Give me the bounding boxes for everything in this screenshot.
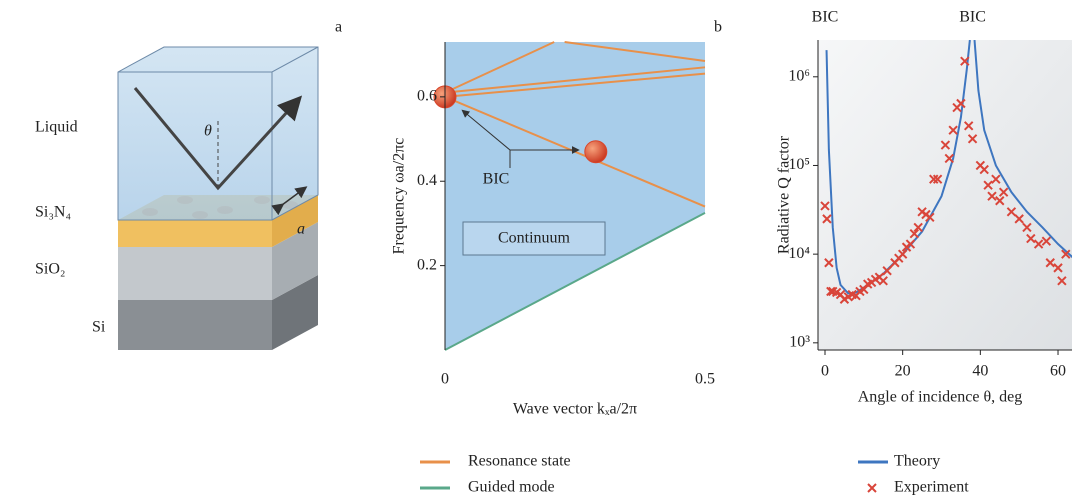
plot-area: [434, 42, 705, 350]
si-layer: [118, 300, 272, 350]
annotation: Continuum: [498, 230, 571, 247]
y-tick-label: 0.4: [417, 172, 437, 189]
x-tick-label: 0: [821, 363, 829, 380]
angle-label: θ: [204, 123, 212, 140]
y-tick-label: 10³: [789, 333, 810, 350]
panel-label: a: [335, 19, 342, 36]
liquid-volume: [118, 47, 318, 220]
bic-point: [585, 141, 607, 163]
sample-diagram: [118, 47, 318, 350]
panel-label: b: [714, 19, 722, 36]
period-label: a: [297, 221, 305, 238]
x-axis-label: Wave vector kₓa/2π: [513, 401, 637, 418]
legend-label: Experiment: [894, 479, 969, 496]
legend-label: Theory: [894, 453, 940, 470]
y-tick-label: 0.6: [417, 88, 437, 105]
sio2-layer: [118, 247, 272, 300]
y-tick-label: 10⁶: [788, 67, 810, 84]
x-axis-label: Angle of incidence θ, deg: [858, 389, 1023, 406]
y-axis-label: Frequency ωa/2πc: [391, 138, 408, 255]
y-axis-label: Radiative Q factor: [776, 135, 793, 254]
annotation: BIC: [959, 9, 986, 26]
legend-label: Guided mode: [468, 479, 555, 496]
x-tick-label: 40: [972, 363, 988, 380]
legend-marker: [868, 484, 876, 492]
x-tick-label: 0.5: [695, 371, 715, 388]
layer-label: SiO₂: [35, 261, 65, 278]
plot-background: [818, 40, 1072, 350]
x-tick-label: 0: [441, 371, 449, 388]
layer-label: Si: [92, 319, 106, 336]
x-tick-label: 60: [1050, 363, 1066, 380]
layer-label: Si₃N₄: [35, 204, 71, 221]
page: { "diagram": { "label": "a", "liquid": "…: [0, 0, 1072, 497]
annotation: BIC: [812, 9, 839, 26]
si3n4-layer: [118, 220, 272, 247]
medium-label: Liquid: [35, 119, 78, 136]
annotation: BIC: [483, 171, 510, 188]
x-tick-label: 20: [895, 363, 911, 380]
y-tick-label: 0.2: [417, 256, 437, 273]
figure: a Liquid θ a Si₃N₄ SiO₂ Si b c 0.20.40.6…: [0, 0, 1072, 497]
plot-area: [818, 40, 1072, 350]
legend-label: Resonance state: [468, 453, 571, 470]
